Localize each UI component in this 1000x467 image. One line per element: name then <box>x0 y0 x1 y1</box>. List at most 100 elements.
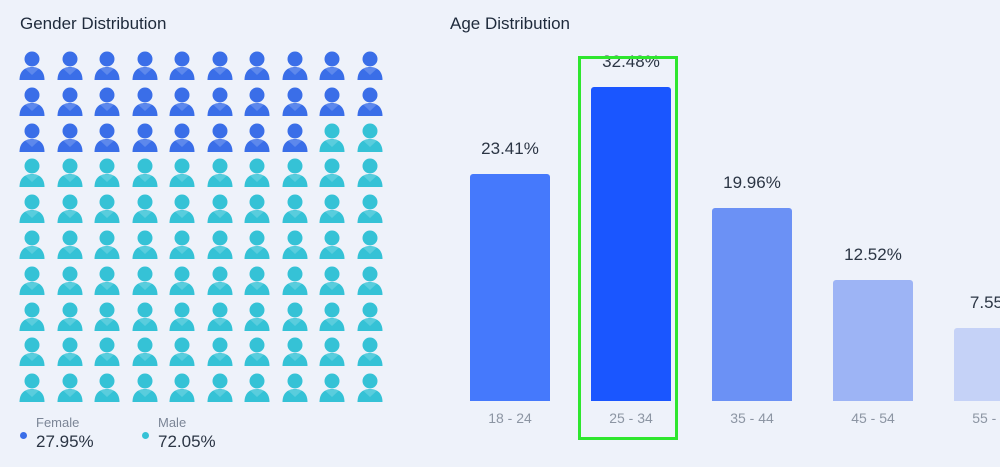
person-icon-male <box>16 229 48 261</box>
person-icon-male <box>316 301 348 333</box>
person-icon-male <box>241 372 273 404</box>
legend-female-value: 27.95% <box>36 432 94 451</box>
person-icon-male <box>316 265 348 297</box>
person-icon-female <box>16 122 48 154</box>
person-icon-male <box>129 336 161 368</box>
person-icon-male <box>354 193 386 225</box>
person-icon-female <box>354 86 386 118</box>
person-icon-female <box>54 50 86 82</box>
person-icon-male <box>54 265 86 297</box>
person-icon-male <box>354 372 386 404</box>
person-icon-male <box>129 372 161 404</box>
person-icon-female <box>129 122 161 154</box>
person-icon-male <box>166 229 198 261</box>
age-distribution-title: Age Distribution <box>450 14 571 33</box>
person-icon-male <box>279 336 311 368</box>
person-icon-male <box>241 301 273 333</box>
person-icon-female <box>129 86 161 118</box>
age-bar-chart: 23.41% 18 - 24 32.48% 25 - 34 19.96% 35 - 44 1… <box>440 40 1000 460</box>
person-icon-female <box>316 86 348 118</box>
person-icon-male <box>204 372 236 404</box>
person-icon-male <box>354 229 386 261</box>
age-bar-value-label: 19.96% <box>723 172 781 192</box>
person-icon-male <box>241 193 273 225</box>
person-icon-male <box>91 157 123 189</box>
person-icon-male <box>316 336 348 368</box>
person-icon-female <box>91 122 123 154</box>
person-icon-male <box>316 193 348 225</box>
person-icon-female <box>354 50 386 82</box>
person-icon-male <box>91 301 123 333</box>
person-icon-male <box>16 193 48 225</box>
person-icon-male <box>129 265 161 297</box>
person-icon-male <box>91 372 123 404</box>
person-icon-male <box>91 265 123 297</box>
age-bar-1[interactable] <box>591 86 671 401</box>
person-icon-male <box>279 301 311 333</box>
person-icon-female <box>241 86 273 118</box>
person-icon-male <box>166 193 198 225</box>
person-icon-female <box>91 86 123 118</box>
person-icon-male <box>166 372 198 404</box>
person-icon-male <box>54 193 86 225</box>
person-icon-male <box>166 265 198 297</box>
age-category-label: 25 - 34 <box>609 410 653 426</box>
person-icon-male <box>279 372 311 404</box>
person-icon-male <box>204 229 236 261</box>
person-icon-male <box>316 157 348 189</box>
person-icon-male <box>91 229 123 261</box>
person-icon-female <box>54 122 86 154</box>
person-icon-male <box>54 301 86 333</box>
person-icon-female <box>91 50 123 82</box>
age-bar-0[interactable] <box>470 174 550 401</box>
person-icon-female <box>241 50 273 82</box>
person-icon-female <box>166 50 198 82</box>
person-icon-male <box>16 157 48 189</box>
person-icon-female <box>16 86 48 118</box>
person-icon-male <box>91 193 123 225</box>
age-bar-value-label: 12.52% <box>844 244 902 264</box>
legend-female-dot <box>20 432 27 439</box>
person-icon-male <box>129 301 161 333</box>
person-icon-female <box>129 50 161 82</box>
age-category-label: 55 - 64 <box>972 410 1000 426</box>
person-icon-male <box>279 193 311 225</box>
person-icon-male <box>91 336 123 368</box>
person-icon-male <box>241 265 273 297</box>
person-icon-female <box>204 86 236 118</box>
age-bar-2[interactable] <box>712 207 792 401</box>
person-icon-male <box>204 265 236 297</box>
person-icon-male <box>354 301 386 333</box>
age-category-label: 35 - 44 <box>730 410 774 426</box>
person-icon-male <box>129 157 161 189</box>
legend-male-label: Male <box>158 415 187 430</box>
person-icon-male <box>54 229 86 261</box>
person-icon-male <box>316 122 348 154</box>
person-icon-male <box>54 336 86 368</box>
person-icon-female <box>54 86 86 118</box>
age-bar-value-label: 32.48% <box>602 51 660 71</box>
person-icon-male <box>204 301 236 333</box>
age-bar-4[interactable] <box>954 327 1000 401</box>
person-icon-male <box>241 229 273 261</box>
age-bar-3[interactable] <box>833 279 913 401</box>
person-icon-female <box>241 122 273 154</box>
person-icon-male <box>54 372 86 404</box>
person-icon-male <box>166 301 198 333</box>
person-icon-male <box>204 193 236 225</box>
person-icon-female <box>204 50 236 82</box>
person-icon-male <box>16 372 48 404</box>
age-bar-value-label: 7.55% <box>969 292 1000 312</box>
legend-female-label: Female <box>36 415 80 430</box>
person-icon-male <box>129 193 161 225</box>
person-icon-female <box>279 122 311 154</box>
person-icon-male <box>166 336 198 368</box>
legend-male-dot <box>142 432 149 439</box>
person-icon-male <box>279 157 311 189</box>
person-icon-male <box>354 157 386 189</box>
person-icon-female <box>316 50 348 82</box>
person-icon-male <box>204 336 236 368</box>
gender-distribution-title: Gender Distribution <box>20 14 167 33</box>
person-icon-male <box>241 336 273 368</box>
person-icon-male <box>354 122 386 154</box>
